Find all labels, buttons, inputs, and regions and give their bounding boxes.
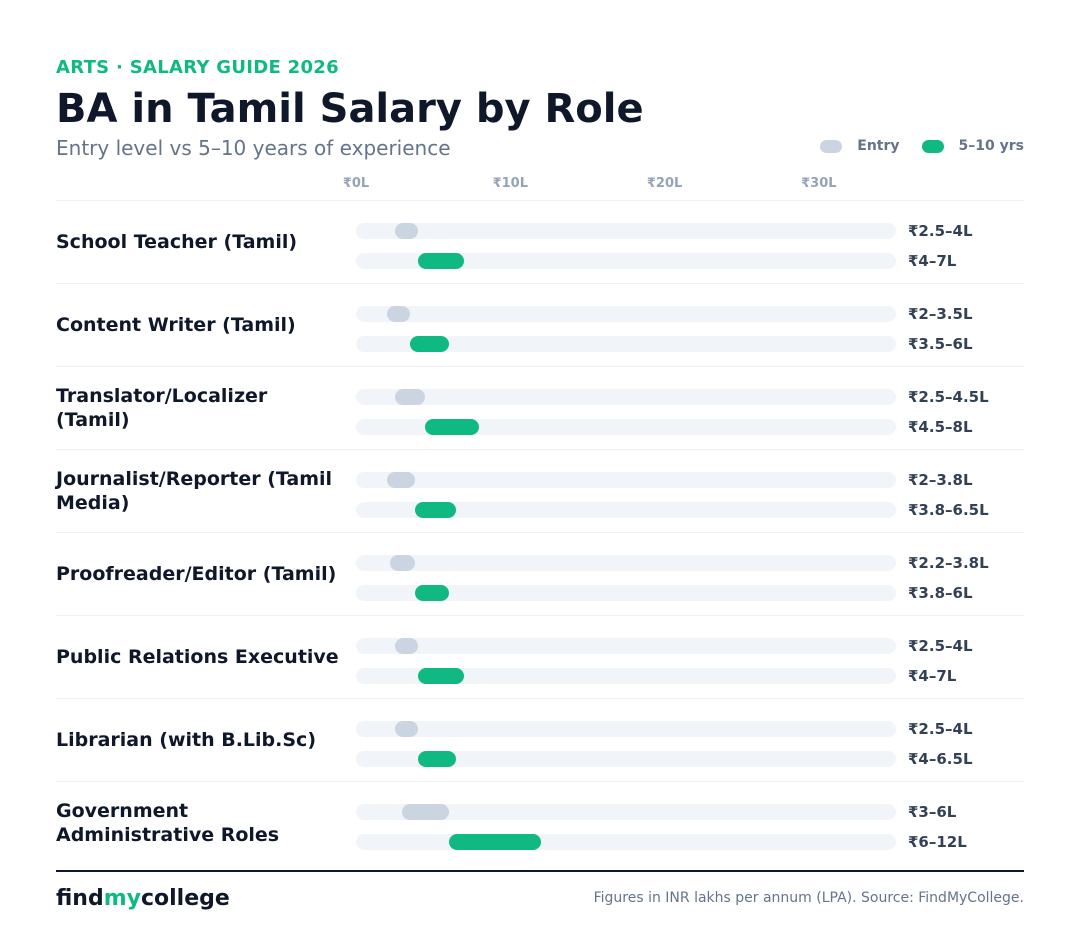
experienced-track — [356, 668, 896, 684]
experienced-range-label: ₹4–7L — [908, 252, 957, 270]
experienced-range-bar — [425, 419, 480, 435]
experienced-range-label: ₹3.5–6L — [908, 335, 973, 353]
legend-experienced-swatch — [921, 139, 944, 153]
experienced-track — [356, 419, 896, 435]
experienced-range-label: ₹4.5–8L — [908, 418, 973, 436]
footer-divider — [56, 870, 1024, 872]
chart-row: Public Relations Executive ₹2.5–4L ₹4–7L — [56, 615, 1024, 698]
entry-range-label: ₹2.5–4L — [908, 637, 973, 655]
experienced-track — [356, 751, 896, 767]
chart-row: Government Administrative Roles ₹3–6L ₹6–1… — [56, 781, 1024, 864]
entry-range-label: ₹2–3.8L — [908, 471, 973, 489]
brand-part-college: college — [140, 886, 230, 911]
experienced-range-bar — [417, 668, 464, 684]
entry-range-label: ₹2–3.5L — [908, 305, 973, 323]
source-note: Figures in INR lakhs per annum (LPA). So… — [593, 890, 1024, 906]
experienced-track — [356, 502, 896, 518]
entry-track — [356, 555, 896, 571]
role-label: School Teacher (Tamil) — [56, 231, 298, 253]
eyebrow: ARTS · SALARY GUIDE 2026 — [56, 57, 339, 78]
entry-range-bar — [386, 472, 415, 488]
experienced-range-bar — [414, 585, 449, 601]
entry-range-bar — [386, 306, 410, 322]
experienced-track — [356, 585, 896, 601]
legend-entry-swatch — [820, 139, 843, 153]
experienced-range-label: ₹3.8–6L — [908, 584, 973, 602]
brand-part-find: find — [56, 886, 104, 911]
experienced-range-label: ₹4–6.5L — [908, 750, 973, 768]
role-label: Public Relations Executive — [56, 646, 339, 668]
x-axis: ₹0L ₹10L ₹20L ₹30L — [0, 176, 1080, 196]
x-tick-label: ₹10L — [492, 176, 528, 191]
role-label: Government Administrative Roles — [56, 800, 280, 846]
entry-range-label: ₹2.5–4.5L — [908, 388, 989, 406]
experienced-range-bar — [414, 502, 457, 518]
role-label: Journalist/Reporter (Tamil Media) — [56, 468, 333, 514]
experienced-range-label: ₹3.8–6.5L — [908, 501, 989, 519]
experienced-range-bar — [417, 253, 464, 269]
legend-entry-label: Entry — [857, 138, 900, 154]
role-label: Content Writer (Tamil) — [56, 314, 296, 336]
entry-track — [356, 389, 896, 405]
chart-row: Translator/Localizer (Tamil) ₹2.5–4.5L ₹4.… — [56, 366, 1024, 449]
entry-track — [356, 638, 896, 654]
legend-entry: Entry — [820, 138, 900, 154]
x-tick-label: ₹0L — [342, 176, 370, 191]
entry-range-label: ₹3–6L — [908, 803, 957, 821]
brand-logo: findmycollege — [56, 886, 230, 911]
experienced-track — [356, 253, 896, 269]
entry-range-bar — [394, 721, 418, 737]
entry-range-label: ₹2.5–4L — [908, 720, 973, 738]
legend: Entry 5–10 yrs — [798, 138, 1024, 154]
entry-track — [356, 804, 896, 820]
entry-range-label: ₹2.5–4L — [908, 222, 973, 240]
entry-track — [356, 306, 896, 322]
entry-range-bar — [402, 804, 449, 820]
experienced-range-bar — [417, 751, 457, 767]
role-label: Translator/Localizer (Tamil) — [56, 385, 268, 431]
entry-range-bar — [394, 223, 418, 239]
brand-part-my: my — [103, 886, 141, 911]
chart-row: Proofreader/Editor (Tamil) ₹2.2–3.8L ₹3.8–… — [56, 532, 1024, 615]
experienced-track — [356, 834, 896, 850]
entry-track — [356, 472, 896, 488]
role-label: Librarian (with B.Lib.Sc) — [56, 729, 316, 751]
experienced-track — [356, 336, 896, 352]
role-label: Proofreader/Editor (Tamil) — [56, 563, 337, 585]
experienced-range-bar — [448, 834, 542, 850]
subtitle: Entry level vs 5–10 years of experience — [56, 136, 451, 160]
entry-track — [356, 223, 896, 239]
chart-row: Content Writer (Tamil) ₹2–3.5L ₹3.5–6L — [56, 283, 1024, 366]
x-tick-label: ₹20L — [646, 176, 683, 191]
legend-experienced: 5–10 yrs — [921, 138, 1024, 154]
salary-chart: School Teacher (Tamil) ₹2.5–4L ₹4–7L Conten… — [56, 200, 1024, 864]
entry-range-label: ₹2.2–3.8L — [908, 554, 989, 572]
experienced-range-label: ₹4–7L — [908, 667, 957, 685]
chart-row: School Teacher (Tamil) ₹2.5–4L ₹4–7L — [56, 200, 1024, 283]
x-tick-label: ₹30L — [801, 176, 837, 191]
entry-range-bar — [394, 389, 426, 405]
entry-range-bar — [394, 638, 418, 654]
chart-row: Journalist/Reporter (Tamil Media) ₹2–3.8L… — [56, 449, 1024, 532]
entry-track — [356, 721, 896, 737]
chart-row: Librarian (with B.Lib.Sc) ₹2.5–4L ₹4–6.5L — [56, 698, 1024, 781]
page-title: BA in Tamil Salary by Role — [56, 86, 644, 132]
experienced-range-label: ₹6–12L — [908, 833, 967, 851]
legend-experienced-label: 5–10 yrs — [958, 138, 1024, 154]
entry-range-bar — [389, 555, 415, 571]
experienced-range-bar — [410, 336, 449, 352]
